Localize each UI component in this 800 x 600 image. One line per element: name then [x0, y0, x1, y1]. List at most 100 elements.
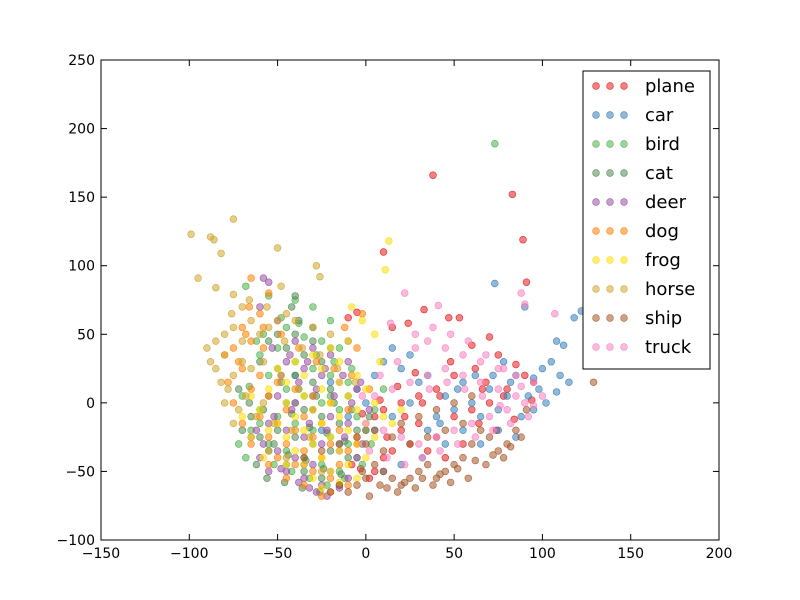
point-horse-7 — [212, 284, 220, 292]
point-cat-49 — [337, 470, 345, 478]
point-ship-41 — [335, 440, 344, 448]
point-truck-26 — [388, 385, 396, 393]
point-truck-21 — [415, 440, 423, 448]
point-horse-14 — [238, 337, 247, 345]
point-cat-57 — [291, 330, 299, 338]
point-truck-39 — [436, 447, 444, 455]
point-deer-14 — [291, 399, 299, 407]
point-frog-52 — [265, 426, 273, 434]
point-horse-39 — [220, 399, 229, 407]
point-horse-47 — [316, 351, 324, 359]
point-frog-27 — [353, 406, 361, 414]
point-ship-2 — [512, 426, 520, 434]
legend-item-bird: bird — [592, 134, 680, 155]
point-frog-24 — [291, 412, 299, 421]
point-frog-36 — [309, 440, 317, 448]
point-truck-8 — [441, 344, 449, 352]
point-truck-10 — [476, 358, 485, 366]
point-cat-12 — [309, 378, 317, 386]
point-horse-49 — [351, 378, 359, 386]
point-bird-20 — [335, 406, 344, 414]
point-deer-53 — [365, 406, 374, 414]
point-ship-35 — [441, 426, 449, 434]
legend-item-ship: ship — [592, 308, 682, 329]
point-frog-47 — [353, 474, 361, 482]
legend-marker — [606, 82, 614, 90]
point-horse-36 — [282, 454, 291, 462]
point-car-35 — [388, 412, 396, 421]
point-truck-45 — [482, 351, 490, 359]
point-bird-16 — [265, 371, 273, 380]
point-deer-12 — [353, 385, 361, 393]
point-dog-58 — [245, 303, 254, 311]
legend-marker — [620, 227, 628, 235]
point-frog-35 — [326, 433, 335, 441]
point-horse-18 — [282, 310, 291, 318]
point-ship-58 — [379, 447, 388, 455]
point-ship-51 — [482, 460, 490, 469]
point-horse-45 — [280, 337, 289, 345]
point-dog-19 — [335, 426, 344, 434]
point-ship-38 — [388, 433, 396, 441]
point-plane-15 — [512, 360, 520, 369]
point-truck-48 — [429, 323, 437, 332]
point-car-44 — [542, 399, 550, 407]
point-dog-32 — [273, 454, 282, 462]
point-cat-20 — [353, 426, 361, 434]
point-dog-39 — [300, 481, 308, 489]
point-cat-11 — [291, 371, 299, 380]
point-horse-15 — [256, 330, 264, 338]
point-car-50 — [454, 385, 462, 393]
point-truck-32 — [494, 385, 502, 393]
point-cat-24 — [326, 447, 335, 455]
point-truck-30 — [459, 371, 467, 380]
point-ship-26 — [418, 474, 427, 482]
point-truck-2 — [521, 300, 529, 308]
point-frog-20 — [362, 385, 370, 393]
point-plane-32 — [468, 406, 476, 414]
point-dog-49 — [277, 330, 285, 338]
point-plane-31 — [450, 412, 458, 421]
point-plane-1 — [508, 190, 517, 199]
point-car-36 — [406, 399, 414, 407]
point-car-23 — [432, 412, 441, 421]
point-plane-36 — [441, 454, 449, 462]
point-horse-4 — [273, 244, 282, 252]
point-plane-16 — [521, 371, 529, 380]
y-tick-label: 200 — [68, 122, 95, 138]
point-plane-40 — [371, 467, 379, 476]
point-plane-8 — [420, 305, 428, 314]
point-bird-56 — [256, 419, 264, 428]
point-ship-29 — [471, 456, 479, 465]
x-tick-label: −150 — [82, 546, 120, 562]
point-ship-48 — [393, 488, 402, 496]
point-ship-50 — [358, 467, 366, 476]
legend-label: ship — [645, 308, 682, 329]
point-frog-34 — [344, 426, 352, 434]
point-ship-44 — [464, 474, 472, 482]
point-cat-29 — [300, 467, 308, 476]
point-plane-22 — [397, 399, 405, 407]
point-car-45 — [565, 378, 573, 386]
point-bird-0 — [491, 140, 499, 148]
point-deer-13 — [273, 392, 282, 400]
series-deer — [252, 274, 374, 500]
point-truck-22 — [397, 433, 405, 441]
point-dog-36 — [344, 481, 352, 489]
point-truck-37 — [471, 433, 479, 441]
point-truck-16 — [503, 406, 511, 414]
point-car-25 — [406, 351, 414, 359]
legend-label: dog — [645, 221, 679, 242]
legend-item-frog: frog — [592, 250, 681, 271]
point-dog-56 — [341, 323, 349, 332]
point-deer-10 — [318, 371, 326, 380]
point-frog-30 — [300, 426, 308, 434]
point-truck-20 — [432, 433, 441, 441]
point-car-0 — [491, 279, 499, 288]
point-truck-4 — [434, 301, 442, 310]
point-truck-28 — [424, 371, 432, 380]
point-cat-56 — [235, 385, 243, 393]
point-frog-10 — [335, 358, 344, 366]
point-horse-58 — [277, 371, 285, 380]
point-dog-35 — [326, 474, 335, 482]
